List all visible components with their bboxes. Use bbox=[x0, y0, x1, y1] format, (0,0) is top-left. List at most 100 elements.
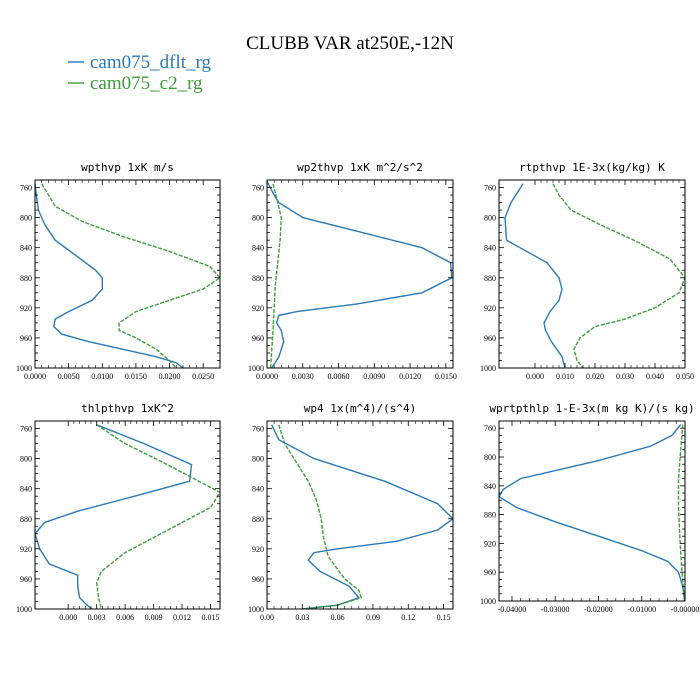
x-tick-label: 0.09 bbox=[366, 613, 380, 622]
x-tick-label: 0.012 bbox=[173, 613, 191, 622]
y-tick-label: 880 bbox=[20, 274, 32, 283]
y-tick-label: 840 bbox=[20, 244, 32, 253]
panel-title: wp2thvp 1xK m^2/s^2 bbox=[297, 161, 423, 174]
series-line-c2 bbox=[95, 424, 220, 609]
x-tick-label: 0.0100 bbox=[91, 372, 113, 381]
series-line-c2 bbox=[269, 183, 283, 368]
y-tick-label: 960 bbox=[20, 334, 32, 343]
x-tick-label: 0.020 bbox=[586, 372, 604, 381]
series-line-dflt bbox=[35, 424, 193, 609]
panel-6: wprtpthlp 1-E-3x(m kg K)/(s kg) 760 800 840… bbox=[480, 402, 699, 614]
y-tick-label: 880 bbox=[252, 274, 264, 283]
x-tick-label: 0.0150 bbox=[125, 372, 147, 381]
series-line-dflt bbox=[35, 183, 184, 368]
x-tick-label: 0.0090 bbox=[363, 372, 385, 381]
y-tick-label: 1000 bbox=[480, 364, 496, 373]
y-tick-label: 800 bbox=[20, 214, 32, 223]
x-tick-label: 0.06 bbox=[331, 613, 345, 622]
panel-4: thlpthvp 1xK^2 760 800 840 880 920 960 1000 0.00… bbox=[16, 402, 221, 622]
plot-frame bbox=[266, 179, 454, 369]
x-tick-label: 0.040 bbox=[646, 372, 664, 381]
y-tick-label: 1000 bbox=[480, 597, 496, 606]
y-tick-label: 760 bbox=[20, 425, 32, 434]
x-tick-label: 0.0200 bbox=[159, 372, 181, 381]
y-tick-label: 920 bbox=[252, 545, 264, 554]
y-tick-label: 840 bbox=[20, 485, 32, 494]
y-tick-label: 920 bbox=[484, 304, 496, 313]
x-tick-label: 0.0250 bbox=[192, 372, 214, 381]
x-tick-label: 0.003 bbox=[88, 613, 106, 622]
y-tick-label: 840 bbox=[252, 244, 264, 253]
panel-title: wprtpthlp 1-E-3x(m kg K)/(s kg) bbox=[489, 402, 694, 415]
series-line-c2 bbox=[677, 424, 685, 601]
panel-2: wp2thvp 1xK m^2/s^2 760 800 840 880 920 960 100… bbox=[248, 161, 457, 381]
x-tick-label: 0.030 bbox=[616, 372, 634, 381]
series-line-c2 bbox=[41, 183, 220, 368]
y-tick-label: 920 bbox=[252, 304, 264, 313]
x-tick-label: 0.006 bbox=[116, 613, 134, 622]
y-tick-label: 880 bbox=[484, 274, 496, 283]
y-tick-label: 1000 bbox=[16, 605, 32, 614]
x-tick-label: 0.050 bbox=[676, 372, 694, 381]
x-tick-label: 0.015 bbox=[202, 613, 220, 622]
panel-title: wp4 1x(m^4)/(s^4) bbox=[304, 402, 417, 415]
panel-3: rtpthvp 1E-3x(kg/kg) K 760 800 840 880 920 960… bbox=[480, 161, 694, 381]
x-tick-label: 0.15 bbox=[437, 613, 451, 622]
x-tick-label: 0.00 bbox=[260, 613, 274, 622]
series-line-c2 bbox=[552, 183, 685, 368]
y-tick-label: 800 bbox=[252, 455, 264, 464]
y-tick-label: 760 bbox=[484, 184, 496, 193]
x-tick-label: -0.04000 bbox=[498, 605, 527, 614]
y-tick-label: 960 bbox=[252, 334, 264, 343]
plot-frame bbox=[34, 179, 221, 369]
y-tick-label: 1000 bbox=[248, 364, 264, 373]
y-tick-label: 960 bbox=[20, 575, 32, 584]
y-tick-label: 800 bbox=[252, 214, 264, 223]
y-tick-label: 920 bbox=[20, 545, 32, 554]
y-tick-label: 960 bbox=[252, 575, 264, 584]
plot-frame bbox=[266, 420, 454, 610]
series-line-c2 bbox=[278, 424, 363, 609]
x-tick-label: 0.0030 bbox=[292, 372, 314, 381]
y-tick-label: 800 bbox=[20, 455, 32, 464]
y-tick-label: 880 bbox=[484, 511, 496, 520]
y-tick-label: 760 bbox=[484, 424, 496, 433]
x-tick-label: -0.00000 bbox=[671, 605, 700, 614]
legend: cam075_dflt_rg cam075_c2_rg bbox=[68, 52, 212, 94]
x-tick-label: 0.0000 bbox=[24, 372, 46, 381]
figure-title: CLUBB VAR at250E,-12N bbox=[246, 33, 454, 54]
y-tick-label: 920 bbox=[20, 304, 32, 313]
x-tick-label: -0.03000 bbox=[541, 605, 570, 614]
y-tick-label: 920 bbox=[484, 539, 496, 548]
x-tick-label: -0.02000 bbox=[584, 605, 613, 614]
panel-title: thlpthvp 1xK^2 bbox=[81, 402, 174, 415]
panel-title: wpthvp 1xK m/s bbox=[81, 161, 174, 174]
legend-label-c2: cam075_c2_rg bbox=[90, 73, 203, 94]
x-tick-label: 0.0120 bbox=[399, 372, 421, 381]
y-tick-label: 760 bbox=[20, 184, 32, 193]
x-tick-label: 0.0150 bbox=[435, 372, 457, 381]
series-line-dflt bbox=[499, 424, 685, 601]
y-tick-label: 880 bbox=[20, 515, 32, 524]
plot-frame bbox=[498, 420, 686, 602]
series-line-dflt bbox=[267, 181, 453, 368]
x-tick-label: 0.12 bbox=[401, 613, 415, 622]
y-tick-label: 840 bbox=[484, 244, 496, 253]
y-tick-label: 800 bbox=[484, 214, 496, 223]
y-tick-label: 800 bbox=[484, 453, 496, 462]
series-line-dflt bbox=[271, 424, 453, 609]
x-tick-label: 0.000 bbox=[526, 372, 544, 381]
y-tick-label: 760 bbox=[252, 184, 264, 193]
x-tick-label: 0.03 bbox=[295, 613, 309, 622]
panels: wpthvp 1xK m/s 760 800 840 880 920 960 1000 0.00… bbox=[16, 161, 699, 622]
y-tick-label: 960 bbox=[484, 568, 496, 577]
legend-label-dflt: cam075_dflt_rg bbox=[90, 52, 212, 73]
panel-title: rtpthvp 1E-3x(kg/kg) K bbox=[519, 161, 665, 174]
x-tick-label: -0.01000 bbox=[627, 605, 656, 614]
x-tick-label: 0.009 bbox=[145, 613, 163, 622]
y-tick-label: 880 bbox=[252, 515, 264, 524]
x-tick-label: 0.0050 bbox=[58, 372, 80, 381]
y-tick-label: 840 bbox=[252, 485, 264, 494]
plot-frame bbox=[498, 179, 686, 369]
